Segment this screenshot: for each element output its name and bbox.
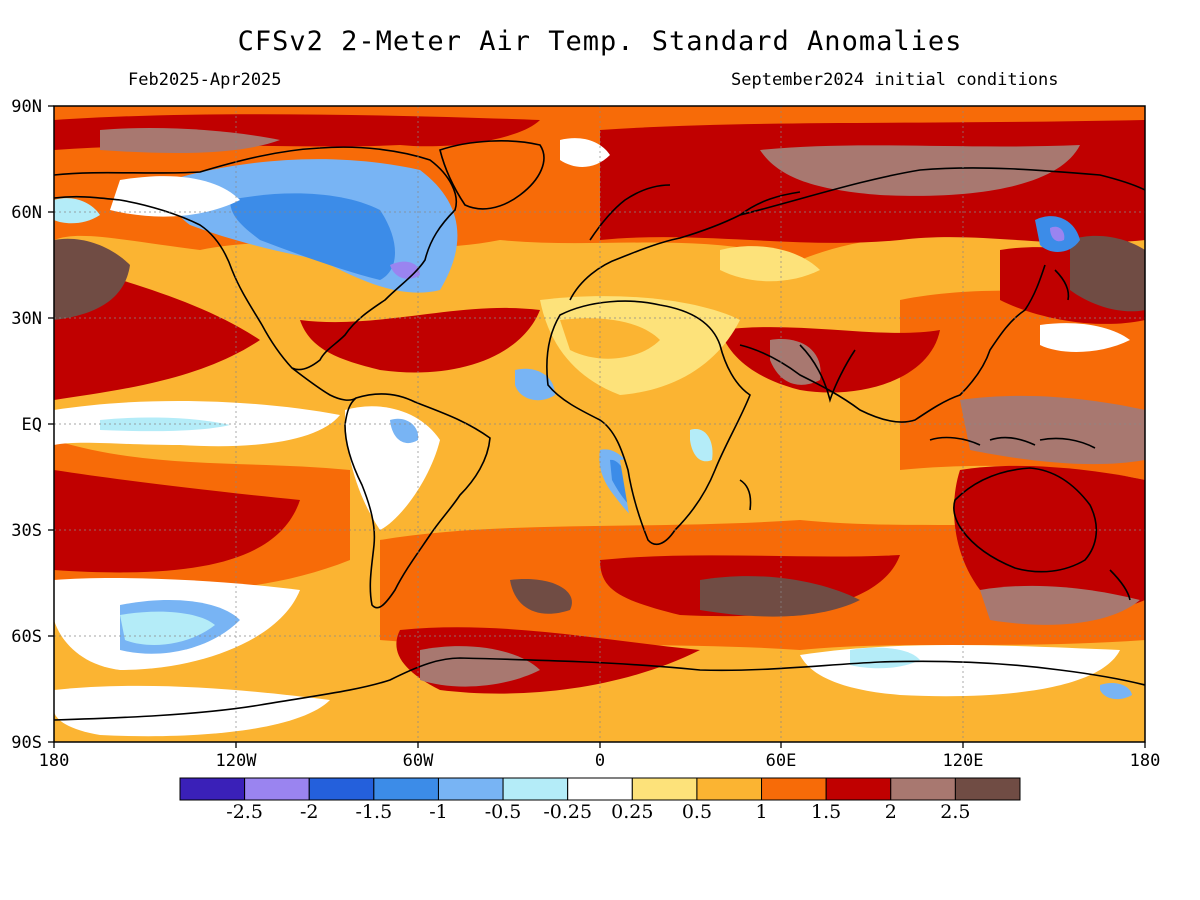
lon-label-120w: 120W	[216, 751, 258, 771]
colorbar-swatch	[567, 777, 633, 801]
longitude-labels: 180 120W 60W 0 60E 120E 180	[39, 751, 1161, 771]
latitude-labels: 90N 60N 30N EQ 30S 60S 90S	[11, 97, 42, 753]
colorbar-label: 2.5	[940, 801, 970, 823]
colorbar-swatch	[244, 777, 310, 801]
colorbar-swatch	[825, 777, 892, 801]
lat-label-90n: 90N	[11, 97, 42, 117]
lon-label-60e: 60E	[766, 751, 797, 771]
forecast-period: Feb2025-Apr2025	[128, 70, 282, 90]
colorbar-swatch	[179, 777, 246, 801]
lon-label-180w: 180	[39, 751, 70, 771]
colorbar-labels: -2.5 -2 -1.5 -1 -0.5 -0.25 0.25 0.5 1 1.5 2 2.5	[226, 801, 970, 823]
lon-label-120e: 120E	[943, 751, 984, 771]
colorbar-label: -0.5	[485, 801, 522, 823]
lat-label-eq: EQ	[22, 415, 42, 435]
colorbar-swatch	[308, 777, 375, 801]
colorbar-label: -0.25	[543, 801, 592, 823]
lat-label-60s: 60S	[11, 627, 42, 647]
axis-ticks	[48, 105, 1146, 748]
lat-label-90s: 90S	[11, 733, 42, 753]
colorbar-label: 2	[885, 801, 897, 823]
colorbar-label: 0.5	[682, 801, 712, 823]
colorbar-swatch	[631, 777, 698, 801]
lat-label-30n: 30N	[11, 309, 42, 329]
lon-label-180e: 180	[1130, 751, 1161, 771]
graticule	[54, 106, 1145, 742]
colorbar-label: -2	[300, 801, 319, 823]
lat-label-30s: 30S	[11, 521, 42, 541]
lat-label-60n: 60N	[11, 203, 42, 223]
colorbar-swatch	[437, 777, 504, 801]
colorbar-swatch	[696, 777, 763, 801]
colorbar-swatch	[373, 777, 439, 801]
colorbar-swatch	[890, 777, 956, 801]
lon-label-0: 0	[595, 751, 605, 771]
initial-conditions: September2024 initial conditions	[731, 70, 1059, 90]
chart-title: CFSv2 2-Meter Air Temp. Standard Anomali…	[237, 26, 963, 57]
colorbar-label: 1	[755, 801, 767, 823]
colorbar-label: -1	[429, 801, 448, 823]
colorbar-swatch	[502, 777, 569, 801]
colorbar-swatch	[761, 777, 827, 801]
lon-label-60w: 60W	[403, 751, 434, 771]
colorbar-label: 0.25	[611, 801, 653, 823]
colorbar-label: -1.5	[356, 801, 393, 823]
colorbar	[179, 777, 1021, 801]
colorbar-swatch	[954, 777, 1021, 801]
colorbar-label: 1.5	[811, 801, 841, 823]
colorbar-label: -2.5	[226, 801, 263, 823]
